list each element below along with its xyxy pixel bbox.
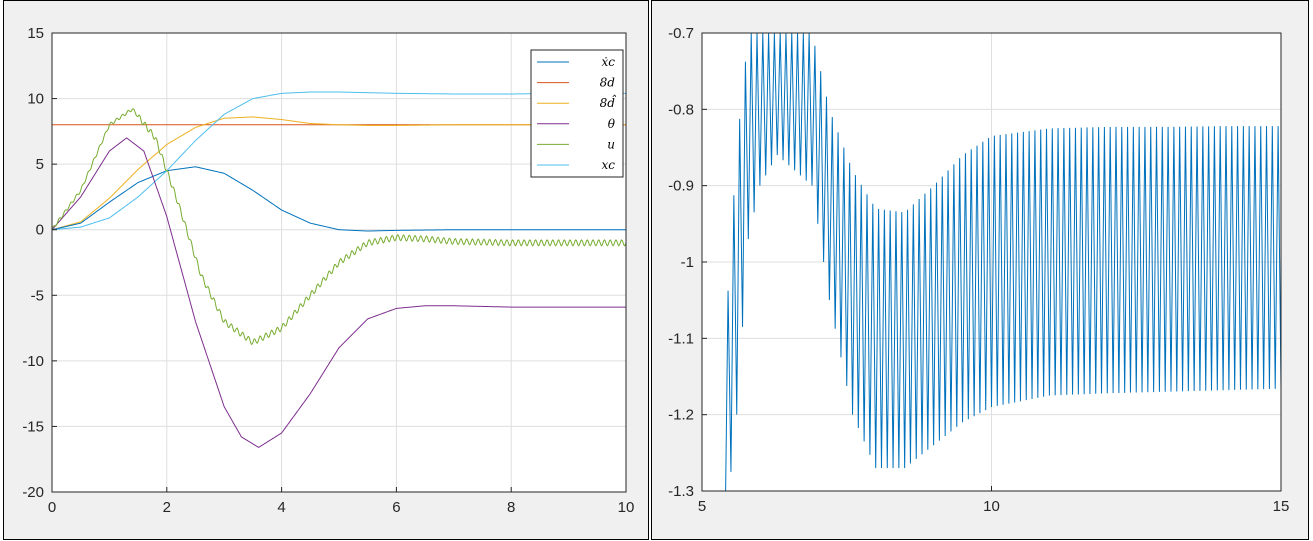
right-chart: 5 10 15 -0.7 -0.8 -0.9 -1 -1.1 -1.2 -1.3 <box>668 25 1290 515</box>
left-legend <box>530 49 624 178</box>
left-xtick-label-1: 2 <box>163 499 171 516</box>
right-xtick-label-1: 10 <box>983 498 1000 515</box>
left-ytick-label-6: -15 <box>22 418 44 435</box>
right-ytick-label-2: -0.9 <box>668 178 694 195</box>
right-chart-panel: 5 10 15 -0.7 -0.8 -0.9 -1 -1.1 -1.2 -1.3 <box>651 0 1309 540</box>
right-series-line-0 <box>725 33 1281 491</box>
left-series-line-4 <box>52 108 626 345</box>
left-ytick-label-2: 5 <box>36 156 44 173</box>
right-xtick-label-0: 5 <box>698 498 706 515</box>
left-series-line-0 <box>52 166 626 232</box>
left-ytick-label-5: -10 <box>22 353 44 370</box>
left-ytick-label-4: -5 <box>31 287 44 304</box>
left-xtick-label-4: 8 <box>507 499 515 516</box>
left-xtick-label-5: 10 <box>618 499 635 516</box>
left-legend-label-3: θ <box>608 117 616 131</box>
left-legend-label-0: ẋc <box>602 55 616 69</box>
right-ytick-label-1: -0.8 <box>668 101 694 118</box>
left-legend-label-4: u <box>607 137 615 151</box>
left-legend-label-1: 8d <box>600 76 616 90</box>
left-chart: 0 2 4 6 8 10 15 10 5 0 -5 -10 -15 -20 ẋc 8d 8d̂ θu xc <box>22 25 635 516</box>
left-xtick-label-0: 0 <box>48 499 56 516</box>
left-ytick-label-3: 0 <box>36 222 44 239</box>
left-series-line-3 <box>52 137 626 448</box>
right-xtick-label-2: 15 <box>1273 498 1290 515</box>
left-ytick-label-0: 15 <box>27 25 44 42</box>
left-ytick-label-7: -20 <box>22 484 44 501</box>
right-ytick-label-5: -1.2 <box>668 407 694 424</box>
left-legend-label-5: xc <box>602 158 616 172</box>
right-ytick-label-4: -1.1 <box>668 330 694 347</box>
right-ytick-label-6: -1.3 <box>668 483 694 500</box>
left-xtick-label-3: 6 <box>392 499 400 516</box>
left-legend-label-2: 8d̂ <box>600 94 617 111</box>
right-ytick-label-3: -1 <box>681 254 694 271</box>
left-axes-box <box>51 32 627 493</box>
left-chart-panel: 0 2 4 6 8 10 15 10 5 0 -5 -10 -15 -20 ẋc 8d 8d̂ θ u xc <box>3 0 649 540</box>
left-series-line-5 <box>52 91 626 231</box>
right-ytick-label-0: -0.7 <box>668 25 694 42</box>
left-xtick-label-2: 4 <box>277 499 285 516</box>
left-ytick-label-1: 10 <box>27 91 44 108</box>
